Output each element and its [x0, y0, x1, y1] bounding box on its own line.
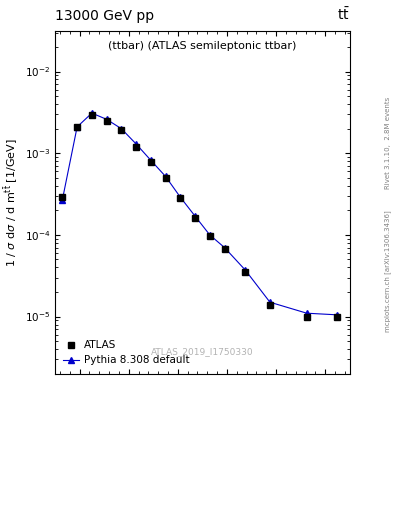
Text: Rivet 3.1.10,  2.8M events: Rivet 3.1.10, 2.8M events	[385, 97, 391, 189]
Pythia 8.308 default	[208, 232, 212, 238]
Text: $\mathrm{t\bar{t}}$: $\mathrm{t\bar{t}}$	[337, 6, 350, 23]
ATLAS	[208, 232, 212, 239]
ATLAS	[193, 215, 197, 221]
Pythia 8.308 default	[243, 267, 248, 273]
Pythia 8.308 default	[104, 116, 109, 122]
Pythia 8.308 default	[163, 174, 168, 180]
ATLAS	[335, 313, 340, 319]
Text: (ttbar) (ATLAS semileptonic ttbar): (ttbar) (ATLAS semileptonic ttbar)	[108, 41, 297, 51]
ATLAS	[243, 269, 248, 275]
Line: ATLAS: ATLAS	[60, 113, 340, 319]
Pythia 8.308 default	[149, 157, 153, 163]
Pythia 8.308 default	[335, 312, 340, 318]
ATLAS	[90, 113, 94, 119]
Pythia 8.308 default	[178, 194, 183, 200]
ATLAS	[134, 144, 138, 150]
Pythia 8.308 default	[305, 310, 309, 316]
Legend: ATLAS, Pythia 8.308 default: ATLAS, Pythia 8.308 default	[60, 337, 193, 369]
ATLAS	[305, 313, 309, 319]
ATLAS	[268, 302, 272, 308]
Text: ATLAS_2019_I1750330: ATLAS_2019_I1750330	[151, 348, 254, 356]
Text: mcplots.cern.ch [arXiv:1306.3436]: mcplots.cern.ch [arXiv:1306.3436]	[384, 210, 391, 332]
Pythia 8.308 default	[268, 299, 272, 305]
Pythia 8.308 default	[90, 110, 94, 116]
Pythia 8.308 default	[134, 141, 138, 147]
Y-axis label: 1 / $\sigma$ d$\sigma$ / d m$^{\mathrm{t\bar{t}}}$ [1/GeV]: 1 / $\sigma$ d$\sigma$ / d m$^{\mathrm{t…	[3, 138, 20, 267]
Text: 13000 GeV pp: 13000 GeV pp	[55, 9, 154, 23]
Line: Pythia 8.308 default: Pythia 8.308 default	[60, 110, 340, 317]
Pythia 8.308 default	[119, 125, 124, 132]
Pythia 8.308 default	[75, 124, 79, 130]
ATLAS	[75, 124, 79, 130]
ATLAS	[163, 175, 168, 181]
Pythia 8.308 default	[222, 245, 227, 251]
Pythia 8.308 default	[60, 197, 65, 203]
ATLAS	[104, 118, 109, 124]
ATLAS	[119, 127, 124, 134]
Pythia 8.308 default	[193, 213, 197, 219]
ATLAS	[149, 159, 153, 165]
ATLAS	[60, 194, 65, 200]
ATLAS	[178, 195, 183, 201]
ATLAS	[222, 246, 227, 252]
